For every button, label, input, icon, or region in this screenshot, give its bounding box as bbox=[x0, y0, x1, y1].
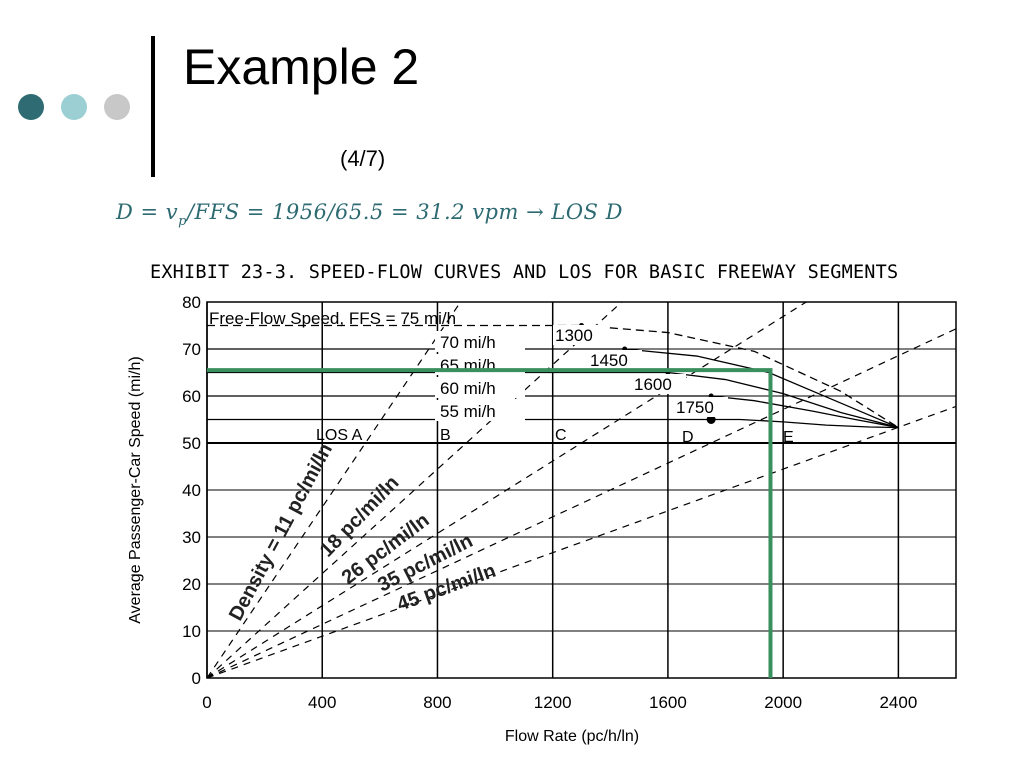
ffs-label-bg bbox=[435, 331, 525, 352]
x-tick-label: 800 bbox=[423, 693, 451, 712]
bullet-dot-dark bbox=[18, 94, 44, 120]
speed-flow-curve bbox=[207, 324, 899, 429]
legend-heading: Free-Flow Speed, FFS = 75 mi/h bbox=[209, 309, 456, 328]
density-label: Density = 11 pc/mi/ln bbox=[225, 440, 337, 625]
capacity-label-bg bbox=[632, 374, 686, 394]
los-label: E bbox=[783, 429, 794, 446]
formula-lead: D = v bbox=[116, 200, 179, 224]
x-tick-label: 2000 bbox=[764, 693, 802, 712]
y-axis-label: Average Passenger-Car Speed (mi/h) bbox=[127, 356, 144, 623]
los-label: B bbox=[440, 427, 451, 444]
arrow-icon: → bbox=[526, 200, 545, 224]
capacity-label: 1450 bbox=[590, 351, 628, 370]
chart-title: EXHIBIT 23-3. SPEED-FLOW CURVES AND LOS … bbox=[150, 262, 899, 283]
formula-rest: /FFS = 1956/65.5 = 31.2 vpm bbox=[186, 200, 527, 224]
speed-flow-curve bbox=[207, 371, 899, 429]
speed-flow-curve bbox=[207, 418, 899, 429]
x-tick-label: 0 bbox=[202, 693, 211, 712]
capacity-label-bg bbox=[674, 397, 728, 417]
density-line bbox=[206, 301, 623, 679]
y-tick-label: 50 bbox=[182, 434, 201, 453]
formula-subscript: p bbox=[178, 214, 187, 229]
slide-subtitle: (4/7) bbox=[340, 146, 386, 171]
density-line bbox=[206, 405, 957, 679]
density-line bbox=[206, 301, 462, 679]
x-tick-label: 1600 bbox=[649, 693, 687, 712]
bullet-dot-teal bbox=[61, 94, 87, 120]
highlight-path bbox=[207, 368, 773, 678]
density-formula: D = vp/FFS = 1956/65.5 = 31.2 vpm → LOS … bbox=[116, 200, 623, 229]
los-label: LOS A bbox=[316, 427, 363, 444]
speed-flow-curve bbox=[207, 348, 899, 429]
y-tick-label: 0 bbox=[192, 669, 201, 688]
bullet-dot-gray bbox=[104, 94, 130, 120]
x-tick-label: 400 bbox=[308, 693, 336, 712]
los-d-marker bbox=[706, 415, 716, 424]
ffs-label: 70 mi/h bbox=[440, 333, 496, 352]
y-tick-label: 70 bbox=[182, 340, 201, 359]
capacity-label-bg bbox=[553, 325, 607, 345]
ffs-label: 60 mi/h bbox=[440, 379, 496, 398]
slide-title: Example 2 bbox=[183, 39, 420, 95]
x-tick-label: 1200 bbox=[534, 693, 572, 712]
y-tick-label: 80 bbox=[182, 293, 201, 312]
x-tick-label: 2400 bbox=[879, 693, 917, 712]
capacity-label: 1750 bbox=[676, 398, 714, 417]
los-label: C bbox=[555, 427, 567, 444]
y-tick-label: 60 bbox=[182, 387, 201, 406]
capacity-label: 1300 bbox=[555, 326, 593, 345]
y-tick-label: 20 bbox=[182, 575, 201, 594]
y-tick-label: 40 bbox=[182, 481, 201, 500]
y-tick-label: 30 bbox=[182, 528, 201, 547]
formula-tail: LOS D bbox=[544, 200, 623, 224]
capacity-label-bg bbox=[588, 350, 642, 370]
speed-flow-curve bbox=[207, 395, 899, 429]
capacity-label: 1600 bbox=[634, 375, 672, 394]
ffs-label: 55 mi/h bbox=[440, 402, 496, 421]
ffs-label-bg bbox=[435, 377, 525, 398]
density-line bbox=[206, 328, 957, 679]
ffs-label-bg bbox=[435, 400, 525, 421]
y-tick-label: 10 bbox=[182, 622, 201, 641]
density-line bbox=[206, 301, 807, 679]
los-label: D bbox=[682, 429, 694, 446]
title-divider bbox=[151, 36, 155, 177]
x-axis-label: Flow Rate (pc/h/ln) bbox=[505, 728, 639, 745]
